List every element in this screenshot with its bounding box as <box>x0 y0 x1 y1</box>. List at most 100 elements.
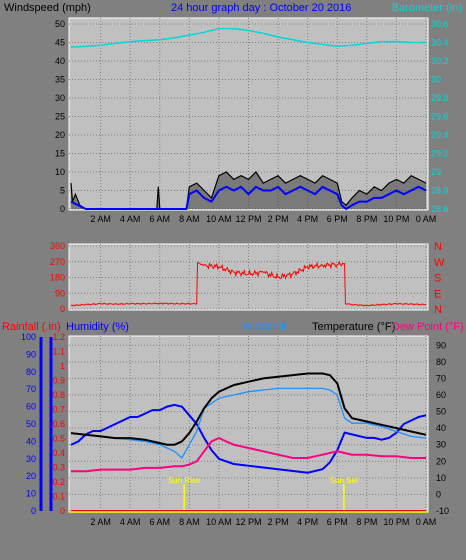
wind-tick-label: 50 <box>55 19 65 29</box>
humidity-tick-label: 10 <box>26 489 36 499</box>
wind-tick-label: 0 <box>60 204 65 214</box>
time-tick-label: 6 PM <box>327 517 348 527</box>
time-tick-label: 6 PM <box>327 214 348 224</box>
wind-tick-label: 45 <box>55 38 65 48</box>
temperature-axis-label: Temperature (°F) <box>312 321 395 333</box>
temperature-tick-label: 0 <box>436 489 441 499</box>
barometer-tick-label: 29.4 <box>431 130 449 140</box>
humidity-tick-label: 20 <box>26 471 36 481</box>
rainfall-tick-label: 0.7 <box>52 405 65 415</box>
direction-tick-label: 360 <box>50 241 65 251</box>
axis-labels: 0510152025303540455028.628.82929.229.429… <box>21 19 449 527</box>
temperature-tick-label: 20 <box>436 456 446 466</box>
rainfall-tick-label: 0.2 <box>52 477 65 487</box>
rainfall-tick-label: 1.2 <box>52 332 65 342</box>
rainfall-tick-label: 0.6 <box>52 419 65 429</box>
time-tick-label: 10 AM <box>206 214 232 224</box>
windchill-line <box>70 387 427 460</box>
temperature-tick-label: -10 <box>436 506 449 516</box>
dewpoint-axis-label: Dew Point (°F) <box>392 321 464 333</box>
compass-label: N <box>434 304 442 316</box>
wind-average-line <box>70 185 427 211</box>
compass-label: S <box>434 273 441 285</box>
compass-label: N <box>434 241 442 253</box>
rainfall-tick-label: 0.5 <box>52 434 65 444</box>
humidity-line <box>70 403 427 474</box>
temperature-tick-label: 70 <box>436 373 446 383</box>
rainfall-tick-label: 0.4 <box>52 448 65 458</box>
rainfall-axis-label: Rainfall (.in) <box>2 321 61 333</box>
temperature-tick-label: 80 <box>436 357 446 367</box>
rainfall-tick-label: 1 <box>60 361 65 371</box>
wind-direction-line <box>70 260 426 307</box>
humidity-tick-label: 70 <box>26 384 36 394</box>
dewpoint-line <box>71 437 426 473</box>
rainfall-tick-label: 0 <box>60 506 65 516</box>
time-tick-label: 8 AM <box>179 214 200 224</box>
humidity-tick-label: 60 <box>26 402 36 412</box>
wind-tick-label: 10 <box>55 167 65 177</box>
barometer-tick-label: 30.2 <box>431 56 449 66</box>
barometer-axis-label: Barometer (in) <box>392 2 462 14</box>
rainfall-tick-label: 1.1 <box>52 347 65 357</box>
wind-tick-label: 20 <box>55 130 65 140</box>
wind-tick-label: 30 <box>55 93 65 103</box>
humidity-tick-label: 90 <box>26 349 36 359</box>
time-tick-label: 4 PM <box>297 214 318 224</box>
time-tick-label: 12 PM <box>235 517 261 527</box>
wind-tick-label: 40 <box>55 56 65 66</box>
temperature-tick-label: 40 <box>436 423 446 433</box>
direction-tick-label: 270 <box>50 257 65 267</box>
rainfall-tick-label: 0.9 <box>52 376 65 386</box>
barometer-tick-label: 29.2 <box>431 149 449 159</box>
temperature-tick-label: 50 <box>436 407 446 417</box>
graph-title: 24 hour graph day : October 20 2016 <box>171 2 351 14</box>
direction-tick-label: 90 <box>55 288 65 298</box>
time-tick-label: 8 PM <box>356 517 377 527</box>
time-tick-label: 8 AM <box>179 517 200 527</box>
time-tick-label: 0 AM <box>416 517 437 527</box>
rainfall-tick-label: 0.8 <box>52 390 65 400</box>
time-tick-label: 4 AM <box>120 517 141 527</box>
temperature-line <box>70 372 427 446</box>
windspeed-axis-label: Windspeed (mph) <box>4 2 91 14</box>
time-tick-label: 2 AM <box>90 517 111 527</box>
barometer-line <box>70 27 426 48</box>
humidity-tick-label: 100 <box>21 332 36 342</box>
barometer-tick-label: 30 <box>431 75 441 85</box>
time-tick-label: 4 AM <box>120 214 141 224</box>
time-tick-label: 6 AM <box>149 517 170 527</box>
direction-tick-label: 0 <box>60 304 65 314</box>
time-tick-label: 8 PM <box>356 214 377 224</box>
barometer-tick-label: 28.6 <box>431 204 449 214</box>
barometer-tick-label: 29 <box>431 167 441 177</box>
humidity-tick-label: 50 <box>26 419 36 429</box>
barometer-tick-label: 28.8 <box>431 186 449 196</box>
wind-tick-label: 15 <box>55 149 65 159</box>
barometer-tick-label: 29.8 <box>431 93 449 103</box>
humidity-tick-label: 0 <box>31 506 36 516</box>
wind-tick-label: 5 <box>60 186 65 196</box>
humidity-tick-label: 80 <box>26 367 36 377</box>
wind-gust-area <box>71 172 426 209</box>
temperature-tick-label: 10 <box>436 473 446 483</box>
time-tick-label: 10 PM <box>383 517 409 527</box>
time-tick-label: 2 AM <box>90 214 111 224</box>
time-tick-label: 12 PM <box>235 214 261 224</box>
humidity-tick-label: 40 <box>26 436 36 446</box>
temperature-tick-label: 60 <box>436 390 446 400</box>
rainfall-tick-label: 0.3 <box>52 463 65 473</box>
wind-tick-label: 25 <box>55 112 65 122</box>
time-tick-label: 2 PM <box>268 517 289 527</box>
time-tick-label: 6 AM <box>149 214 170 224</box>
humidity-tick-label: 30 <box>26 454 36 464</box>
direction-tick-label: 180 <box>50 273 65 283</box>
data-series: Sun Rise Sun Set <box>69 27 428 513</box>
time-tick-label: 2 PM <box>268 214 289 224</box>
barometer-tick-label: 30.6 <box>431 19 449 29</box>
windchill-label: Windchill <box>242 321 286 333</box>
time-tick-label: 0 AM <box>416 214 437 224</box>
humidity-axis-label: Humidity (%) <box>66 321 129 333</box>
